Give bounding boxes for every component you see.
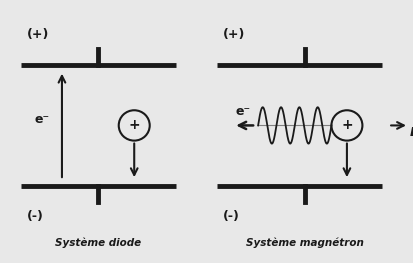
Text: (-): (-): [223, 210, 240, 223]
Text: (+): (+): [27, 28, 49, 41]
Text: e⁻: e⁻: [235, 105, 251, 118]
Text: +: +: [128, 118, 140, 133]
Text: Système diode: Système diode: [55, 237, 141, 248]
Text: (-): (-): [27, 210, 44, 223]
Text: (+): (+): [223, 28, 245, 41]
Text: e⁻: e⁻: [34, 113, 50, 126]
Text: +: +: [341, 118, 353, 133]
Text: B: B: [410, 126, 413, 139]
Text: Système magnétron: Système magnétron: [246, 237, 363, 248]
